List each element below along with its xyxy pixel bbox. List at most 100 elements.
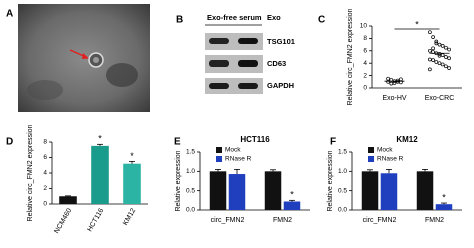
annotation: * [415, 19, 419, 29]
bar [123, 163, 141, 204]
legend-label: Mock [377, 147, 393, 154]
legend-label: Mock [225, 147, 241, 154]
bar [380, 173, 398, 210]
data-point [447, 56, 451, 61]
data-point [389, 81, 394, 86]
annotation: * [442, 192, 446, 202]
em-image [18, 4, 150, 112]
data-point [428, 67, 432, 72]
data-point [444, 64, 448, 69]
annotation: * [98, 134, 102, 144]
y-axis-label: Relative expression [175, 150, 182, 211]
x-tick-label: KM12 [122, 207, 137, 226]
data-point [395, 79, 400, 84]
data-point [434, 41, 439, 46]
y-tick-label: 8 [43, 139, 47, 146]
y-tick-label: 0 [363, 85, 367, 92]
y-tick-label: 8 [363, 35, 367, 42]
y-tick-label: 2 [363, 72, 367, 79]
bar [283, 201, 301, 210]
panel-label: C [318, 15, 325, 26]
data-point [386, 76, 390, 81]
legend-label: RNase R [225, 156, 252, 163]
blot [205, 33, 263, 94]
blot-protein: CD63 [267, 59, 286, 68]
bar [264, 171, 282, 210]
data-point [431, 35, 435, 40]
bar [228, 174, 246, 210]
data-point [431, 58, 435, 62]
panel-label: D [6, 137, 13, 148]
y-tick-label: 0 [43, 201, 47, 208]
legend-swatch [216, 147, 222, 153]
x-tick-label: NCM460 [53, 207, 73, 235]
panel-label: F [330, 137, 336, 148]
data-point [434, 39, 439, 44]
bar [416, 171, 434, 210]
data-point [444, 45, 448, 50]
bar [59, 196, 77, 204]
blot-column: Exo-free serum [207, 13, 262, 22]
data-point [440, 43, 445, 48]
y-tick-label: 0.5 [338, 187, 347, 194]
data-point [437, 52, 442, 56]
data-point [434, 60, 439, 64]
y-tick-label: 4 [363, 60, 367, 67]
y-tick-label: 6 [363, 48, 367, 55]
y-tick-label: 0.0 [186, 207, 195, 214]
data-point [428, 57, 432, 62]
x-tick-label: circ_FMN2 [363, 217, 397, 224]
x-tick-label: circ_FMN2 [211, 217, 245, 224]
y-tick-label: 4 [43, 170, 47, 177]
legend-swatch [368, 147, 374, 153]
data-point [437, 61, 442, 66]
data-point [428, 48, 432, 53]
x-tick-label: FMN2 [273, 217, 292, 224]
bar [361, 171, 379, 210]
legend-swatch [368, 156, 374, 162]
y-tick-label: 6 [43, 154, 47, 161]
chart-title: KM12 [396, 135, 418, 144]
blot-protein: GAPDH [267, 81, 294, 90]
bar [91, 145, 109, 204]
bar [209, 171, 227, 210]
panel-label: B [176, 15, 183, 26]
data-point [437, 53, 442, 58]
blot-column: Exo [267, 13, 281, 22]
data-point [440, 62, 445, 67]
annotation: * [130, 151, 134, 161]
data-point [440, 53, 445, 57]
x-tick-label: Exo-CRC [425, 95, 455, 102]
data-point [386, 79, 390, 84]
y-tick-label: 2 [43, 185, 47, 192]
data-point [399, 77, 403, 82]
data-point [447, 66, 451, 71]
x-tick-label: Exo-HV [382, 95, 406, 102]
panel-label: E [174, 137, 181, 148]
y-tick-label: 0.0 [338, 207, 347, 214]
legend-swatch [216, 156, 222, 162]
y-axis-label: Relative circ_FMN2 expression [347, 8, 354, 105]
panel-label: A [6, 9, 13, 20]
annotation: * [290, 190, 294, 200]
data-point [444, 55, 448, 59]
x-tick-label: FMN2 [425, 217, 444, 224]
y-tick-label: 1.0 [186, 168, 195, 175]
data-point [428, 30, 432, 35]
data-point [437, 42, 442, 47]
y-tick-label: 1.0 [338, 168, 347, 175]
bar [435, 204, 453, 210]
data-point [431, 46, 435, 51]
y-tick-label: 1.5 [338, 149, 347, 156]
blot-protein: TSG101 [267, 37, 295, 46]
y-tick-label: 1.5 [186, 149, 195, 156]
y-axis-label: Relative expression [327, 150, 334, 211]
chart-title: HCT116 [240, 135, 270, 144]
data-point [447, 47, 451, 52]
y-tick-label: 10 [360, 23, 368, 30]
x-tick-label: HCT116 [86, 207, 105, 233]
y-axis-label: Relative circ_FMN2 expression [27, 124, 34, 221]
legend-label: RNase R [377, 156, 404, 163]
y-tick-label: 0.5 [186, 187, 195, 194]
